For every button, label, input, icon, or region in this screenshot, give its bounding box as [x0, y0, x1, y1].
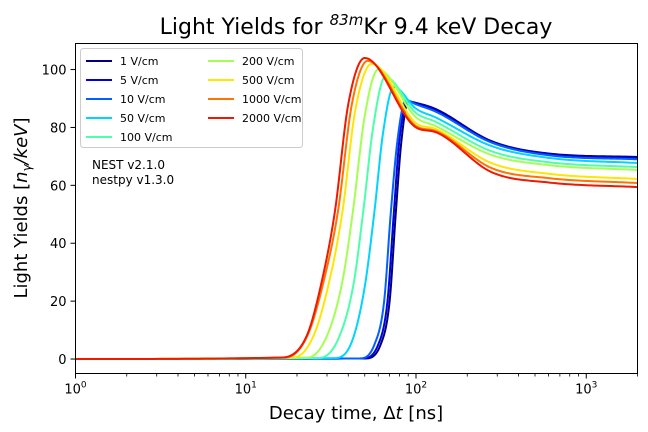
series-line-500-v-cm: [75, 62, 638, 361]
legend-label: 10 V/cm: [120, 93, 166, 106]
legend-label: 1000 V/cm: [242, 93, 302, 106]
legend-entry: 5 V/cm: [86, 74, 159, 87]
plot-frame: [75, 43, 638, 374]
legend-label: 5 V/cm: [120, 74, 159, 87]
chart-title: Light Yields for 83mKr 9.4 keV Decay: [160, 11, 553, 40]
legend-label: 500 V/cm: [242, 74, 295, 87]
y-tick-label: 60: [50, 179, 67, 194]
legend-entry: 50 V/cm: [86, 112, 166, 125]
legend-entry: 500 V/cm: [208, 74, 295, 87]
x-tick-label: 102: [405, 381, 427, 398]
legend-label: 2000 V/cm: [242, 112, 302, 125]
series-line-2000-v-cm: [75, 56, 638, 361]
y-axis-label: Light Yields [nγ/keV]: [11, 117, 34, 298]
y-tick-label: 40: [50, 237, 67, 252]
legend-entry: 10 V/cm: [86, 93, 166, 106]
legend-label: 1 V/cm: [120, 55, 159, 68]
annotation-line-2: nestpy v1.3.0: [92, 173, 174, 187]
legend-entry: 200 V/cm: [208, 55, 295, 68]
legend-entry: 2000 V/cm: [208, 112, 302, 125]
y-tick-label: 80: [50, 121, 67, 136]
legend-label: 100 V/cm: [120, 131, 173, 144]
y-tick-label: 20: [50, 295, 67, 310]
legend-entry: 1 V/cm: [86, 55, 159, 68]
x-axis-ticks: 100 101 102 103: [64, 373, 638, 398]
title-superscript: 83m: [330, 11, 364, 29]
legend-label: 50 V/cm: [120, 112, 166, 125]
x-tick-label: 101: [235, 381, 257, 398]
series-line-10-v-cm: [75, 98, 638, 361]
x-tick-label: 103: [575, 381, 597, 398]
x-axis-label: Decay time, Δt [ns]: [269, 403, 443, 424]
legend-label: 200 V/cm: [242, 55, 295, 68]
legend: 1 V/cm 5 V/cm 10 V/cm 50 V/cm 100 V/cm 200 V/…: [80, 48, 303, 148]
y-tick-label: 100: [42, 64, 67, 79]
legend-entry: 100 V/cm: [86, 131, 173, 144]
y-tick-label: 0: [58, 353, 66, 368]
series-line-100-v-cm: [75, 75, 638, 361]
annotation-line-1: NEST v2.1.0: [92, 158, 165, 172]
x-tick-label: 100: [64, 381, 87, 398]
series-line-50-v-cm: [75, 85, 638, 361]
series-layer: [75, 56, 638, 361]
legend-frame: [80, 48, 303, 148]
annotation: NEST v2.1.0 nestpy v1.3.0: [92, 158, 174, 187]
legend-entry: 1000 V/cm: [208, 93, 302, 106]
series-line-200-v-cm: [75, 68, 638, 361]
y-axis-ticks: 0 20 40 60 80 100: [42, 64, 76, 368]
